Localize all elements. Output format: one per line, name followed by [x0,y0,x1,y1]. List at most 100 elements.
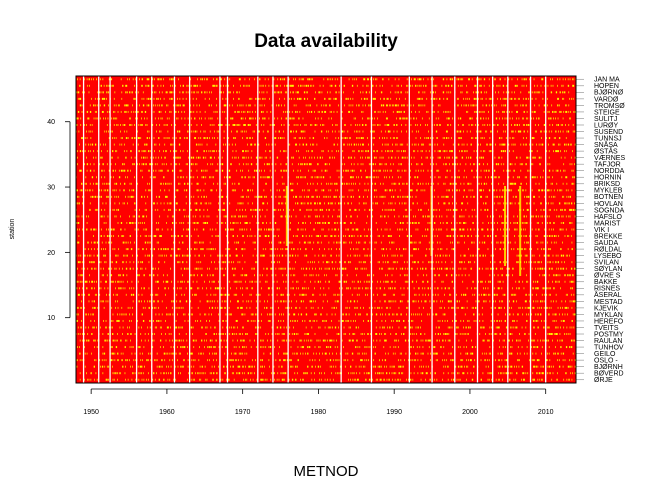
availability-mark [243,124,245,126]
availability-mark [259,156,260,159]
availability-mark [568,130,570,133]
availability-mark [194,117,196,120]
availability-mark [122,84,123,87]
availability-mark [178,241,180,244]
availability-mark [250,124,251,126]
availability-mark [207,208,209,211]
availability-mark [547,163,549,166]
availability-mark [438,176,440,179]
availability-mark [488,97,490,100]
availability-mark [334,182,336,185]
availability-mark [329,163,330,166]
availability-mark [266,235,267,238]
availability-mark [166,195,168,198]
availability-mark [493,215,494,218]
availability-mark [561,84,563,87]
availability-mark [77,110,79,113]
availability-mark [469,78,471,81]
availability-mark [332,130,334,133]
availability-mark [560,110,561,113]
availability-mark [115,137,117,140]
availability-mark [259,208,261,211]
availability-mark [538,104,540,107]
availability-mark [418,110,420,113]
availability-mark [495,176,497,179]
availability-mark [240,104,242,107]
availability-mark [313,143,315,146]
availability-mark [329,221,330,224]
availability-mark [346,215,347,218]
availability-mark [276,84,277,87]
availability-mark [302,84,304,87]
availability-mark [521,84,523,87]
availability-mark [147,241,149,244]
availability-mark [79,84,81,87]
availability-mark [505,91,507,94]
availability-mark [447,130,448,133]
availability-mark [562,84,564,87]
availability-mark [348,97,349,100]
availability-mark [216,169,217,172]
availability-mark [508,143,510,146]
availability-mark [225,117,227,120]
availability-mark [497,221,498,224]
availability-mark [196,110,198,113]
availability-mark [502,143,504,146]
availability-mark [558,110,560,113]
availability-mark [336,150,337,153]
availability-mark [202,156,204,159]
availability-mark [252,241,254,244]
availability-mark [526,124,528,126]
availability-mark [195,241,197,244]
availability-mark [500,97,501,100]
availability-mark [304,215,306,218]
availability-mark [409,176,411,179]
availability-mark [405,195,407,198]
availability-mark [324,110,325,113]
availability-mark [76,189,78,192]
availability-mark [104,261,106,264]
availability-mark [446,130,448,133]
availability-mark [401,202,403,205]
availability-mark [197,221,199,224]
availability-mark [238,97,239,100]
availability-mark [296,195,298,198]
availability-mark [328,78,330,81]
availability-mark [102,182,104,185]
availability-mark [267,78,269,81]
availability-mark [156,202,158,205]
availability-mark [452,228,453,231]
availability-mark [417,78,419,81]
availability-mark [437,169,438,172]
availability-mark [101,169,102,172]
availability-mark [320,182,322,185]
availability-mark [119,143,121,146]
availability-mark [81,137,83,140]
availability-mark [223,208,224,211]
availability-mark [516,254,518,257]
availability-mark [137,182,138,185]
availability-mark [544,104,546,107]
availability-mark [122,163,123,166]
availability-mark [377,117,378,120]
availability-mark [307,189,309,192]
availability-mark [428,117,430,120]
availability-mark [212,228,214,231]
availability-mark [511,143,513,146]
availability-mark [297,97,299,100]
availability-mark [351,235,352,238]
availability-mark [571,189,573,192]
availability-mark [278,202,279,205]
availability-mark [93,254,95,257]
availability-mark [299,97,301,100]
availability-mark [428,215,429,218]
availability-mark [384,215,386,218]
availability-mark [192,156,194,159]
availability-mark [157,78,159,81]
availability-mark [425,124,426,126]
availability-mark [449,182,451,185]
availability-mark [323,176,325,179]
availability-mark [259,195,260,198]
availability-mark [472,189,474,192]
availability-mark [91,130,93,133]
